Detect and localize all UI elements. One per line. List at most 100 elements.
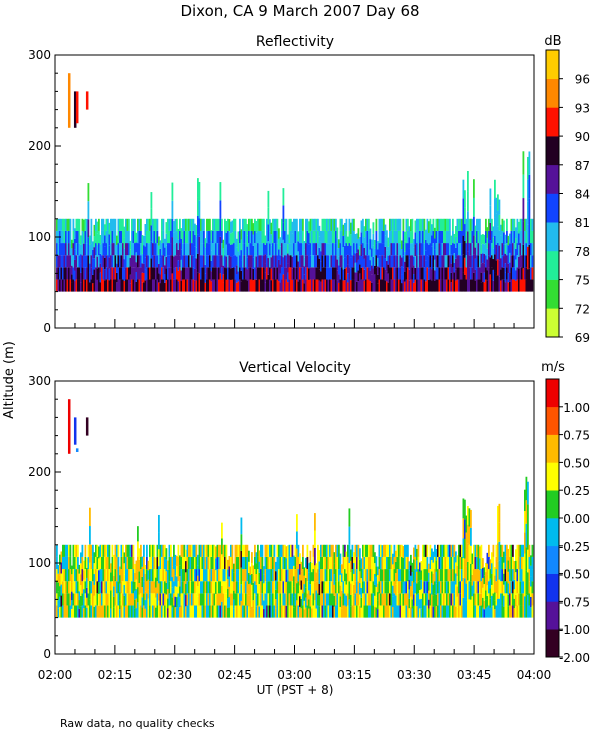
heatmap-cell xyxy=(272,544,274,557)
heatmap-cell xyxy=(473,235,475,255)
heatmap-cell xyxy=(489,205,492,223)
heatmap-cell xyxy=(149,593,151,606)
heatmap-cell xyxy=(332,255,334,268)
heatmap-cell xyxy=(162,279,165,292)
heatmap-cell xyxy=(135,252,138,263)
heatmap-cell xyxy=(486,596,489,607)
heatmap-cell xyxy=(354,569,357,582)
heatmap-cell xyxy=(374,257,376,266)
heatmap-cell xyxy=(392,585,394,597)
heatmap-cell xyxy=(303,249,306,258)
heatmap-cell xyxy=(80,235,82,245)
velocity-title: Vertical Velocity xyxy=(239,360,351,376)
heatmap-cell xyxy=(81,544,84,557)
heatmap-cell xyxy=(455,269,457,281)
heatmap-cell xyxy=(375,279,378,292)
heatmap-cell xyxy=(444,593,447,606)
heatmap-cell xyxy=(456,586,459,597)
heatmap-cell xyxy=(435,267,438,280)
heatmap-cell xyxy=(183,544,186,557)
heatmap-cell xyxy=(171,587,174,598)
heatmap-cell xyxy=(251,218,253,231)
heatmap-cell xyxy=(128,218,130,231)
heatmap-cell xyxy=(396,593,399,606)
heatmap-cell xyxy=(288,605,291,618)
heatmap-cell xyxy=(311,267,313,280)
heatmap-cell xyxy=(426,569,429,582)
heatmap-cell xyxy=(296,243,298,256)
heatmap-cell xyxy=(207,556,210,570)
heatmap-cell xyxy=(101,605,103,618)
heatmap-cell xyxy=(279,264,282,274)
heatmap-cell xyxy=(371,581,373,594)
heatmap-cell xyxy=(440,556,442,570)
heatmap-cell xyxy=(188,267,190,280)
heatmap-cell xyxy=(429,605,432,618)
heatmap-cell xyxy=(240,584,243,601)
heatmap-cell xyxy=(411,590,414,600)
heatmap-cell xyxy=(56,605,58,618)
heatmap-cell xyxy=(111,581,114,594)
heatmap-cell xyxy=(485,599,487,609)
heatmap-cell xyxy=(275,243,277,256)
heatmap-cell xyxy=(197,565,199,576)
heatmap-cell xyxy=(105,605,108,618)
heatmap-cell xyxy=(392,279,394,292)
heatmap-cell xyxy=(105,569,108,582)
heatmap-cell xyxy=(335,243,337,256)
heatmap-cell xyxy=(351,544,354,557)
heatmap-cell xyxy=(341,267,343,280)
heatmap-cell xyxy=(161,230,163,244)
heatmap-cell xyxy=(306,556,309,570)
heatmap-cell xyxy=(107,255,109,268)
heatmap-cell xyxy=(194,569,196,582)
heatmap-cell xyxy=(227,243,229,256)
heatmap-cell xyxy=(264,544,267,557)
heatmap-cell xyxy=(494,567,496,576)
heatmap-cell xyxy=(125,593,127,606)
heatmap-cell xyxy=(281,230,283,244)
heatmap-cell xyxy=(404,581,406,594)
heatmap-cell xyxy=(363,581,366,594)
heatmap-cell xyxy=(72,230,75,244)
heatmap-cell xyxy=(447,556,450,570)
heatmap-cell xyxy=(63,243,66,256)
heatmap-cell xyxy=(423,279,426,292)
heatmap-cell xyxy=(191,243,193,256)
heatmap-cell xyxy=(524,230,526,244)
heatmap-cell xyxy=(324,556,327,570)
heatmap-cell xyxy=(143,282,145,292)
heatmap-cell xyxy=(371,569,373,582)
heatmap-cell xyxy=(189,243,192,256)
heatmap-cell xyxy=(471,279,474,292)
colorbar-tick-label: 93 xyxy=(575,101,590,115)
heatmap-cell xyxy=(197,178,199,198)
heatmap-cell xyxy=(89,272,91,283)
heatmap-cell xyxy=(201,569,204,582)
heatmap-cell xyxy=(153,230,156,244)
heatmap-cell xyxy=(230,233,232,245)
heatmap-cell xyxy=(171,255,174,274)
heatmap-cell xyxy=(306,605,309,618)
heatmap-cell xyxy=(264,254,267,264)
heatmap-cell xyxy=(158,264,160,274)
heatmap-cell xyxy=(267,581,270,594)
heatmap-cell xyxy=(195,593,198,606)
heatmap-cell xyxy=(531,230,534,244)
heatmap-cell xyxy=(108,257,111,269)
heatmap-cell xyxy=(524,553,526,575)
heatmap-cell xyxy=(317,243,319,256)
heatmap-cell xyxy=(428,581,430,591)
heatmap-cell xyxy=(198,181,201,201)
heatmap-cell xyxy=(204,247,207,257)
heatmap-cell xyxy=(435,255,438,268)
heatmap-cell xyxy=(365,569,367,582)
heatmap-cell xyxy=(369,605,372,618)
heatmap-cell xyxy=(431,257,433,270)
heatmap-cell xyxy=(345,230,348,244)
heatmap-cell xyxy=(324,218,327,231)
heatmap-cell xyxy=(132,279,135,292)
heatmap-cell xyxy=(392,606,394,618)
heatmap-cell xyxy=(245,255,247,268)
heatmap-cell xyxy=(321,569,324,582)
